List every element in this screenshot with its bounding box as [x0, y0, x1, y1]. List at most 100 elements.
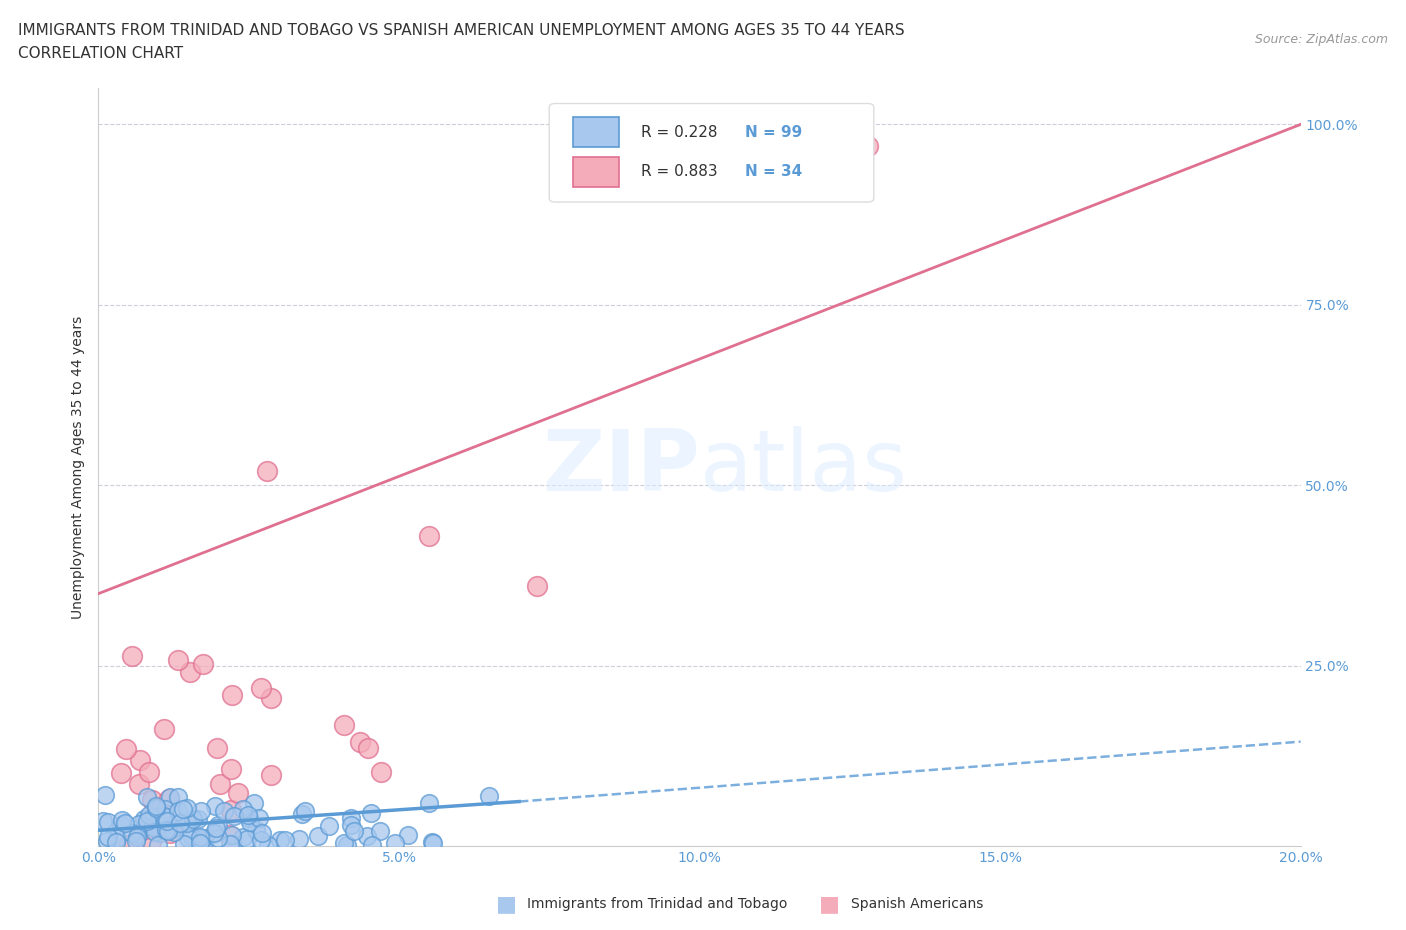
Point	[242, 795, 264, 810]
Point	[128, 777, 150, 791]
Point	[420, 834, 443, 849]
Point	[179, 665, 201, 680]
Point	[222, 809, 245, 824]
Point	[257, 838, 280, 853]
Point	[349, 735, 371, 750]
Point	[259, 768, 281, 783]
Point	[232, 829, 254, 844]
Text: ■: ■	[820, 894, 839, 914]
Point	[138, 807, 160, 822]
Point	[370, 764, 392, 779]
Point	[274, 833, 297, 848]
Point	[360, 805, 382, 820]
Point	[207, 817, 229, 832]
Point	[307, 829, 329, 844]
Point	[205, 741, 228, 756]
Point	[418, 795, 440, 810]
Point	[157, 822, 180, 837]
Text: Spanish Americans: Spanish Americans	[851, 897, 983, 911]
FancyBboxPatch shape	[550, 103, 873, 202]
Point	[97, 830, 120, 844]
Point	[250, 826, 273, 841]
Point	[207, 830, 229, 845]
Point	[134, 818, 156, 833]
Point	[339, 810, 361, 825]
Point	[145, 801, 167, 816]
Point	[156, 823, 179, 838]
Point	[162, 820, 184, 835]
Point	[361, 838, 384, 853]
Point	[214, 804, 236, 818]
Point	[204, 799, 226, 814]
Point	[396, 828, 419, 843]
Point	[139, 834, 162, 849]
Point	[188, 835, 211, 850]
Point	[152, 808, 174, 823]
Point	[205, 820, 228, 835]
Point	[163, 825, 186, 840]
Y-axis label: Unemployment Among Ages 35 to 44 years: Unemployment Among Ages 35 to 44 years	[72, 315, 86, 619]
Point	[93, 788, 115, 803]
Point	[526, 579, 548, 594]
Text: atlas: atlas	[700, 426, 907, 509]
Point	[153, 722, 176, 737]
Point	[146, 838, 169, 853]
Point	[115, 741, 138, 756]
Text: Source: ZipAtlas.com: Source: ZipAtlas.com	[1254, 33, 1388, 46]
Point	[384, 836, 406, 851]
Text: N = 34: N = 34	[745, 165, 803, 179]
Point	[249, 811, 271, 826]
Point	[127, 827, 149, 842]
Point	[114, 816, 136, 830]
Text: IMMIGRANTS FROM TRINIDAD AND TOBAGO VS SPANISH AMERICAN UNEMPLOYMENT AMONG AGES : IMMIGRANTS FROM TRINIDAD AND TOBAGO VS S…	[18, 23, 905, 38]
Point	[167, 652, 190, 667]
Point	[110, 766, 132, 781]
Point	[159, 790, 181, 804]
Point	[143, 824, 166, 839]
Point	[250, 832, 273, 847]
Point	[235, 832, 257, 847]
Point	[145, 799, 167, 814]
Point	[232, 801, 254, 816]
Point	[343, 823, 366, 838]
Point	[332, 718, 354, 733]
Point	[111, 812, 134, 827]
Point	[187, 812, 209, 827]
Point	[177, 830, 200, 845]
Point	[125, 833, 148, 848]
Point	[219, 762, 242, 777]
Point	[167, 790, 190, 804]
Point	[121, 826, 143, 841]
Point	[172, 802, 194, 817]
Point	[336, 837, 359, 852]
Point	[190, 804, 212, 818]
Point	[135, 790, 157, 804]
Text: CORRELATION CHART: CORRELATION CHART	[18, 46, 183, 61]
Point	[219, 803, 242, 817]
Point	[340, 817, 363, 832]
Point	[156, 814, 179, 829]
Point	[134, 821, 156, 836]
Point	[249, 681, 271, 696]
Point	[173, 836, 195, 851]
Point	[191, 834, 214, 849]
Point	[128, 817, 150, 832]
Point	[181, 812, 204, 827]
Point	[110, 818, 132, 833]
Point	[155, 822, 177, 837]
Point	[194, 832, 217, 847]
Point	[418, 528, 440, 543]
Point	[256, 463, 278, 478]
Point	[159, 826, 181, 841]
Text: ■: ■	[496, 894, 516, 914]
Point	[236, 807, 259, 822]
Text: R = 0.228: R = 0.228	[641, 125, 717, 140]
Text: Immigrants from Trinidad and Tobago: Immigrants from Trinidad and Tobago	[527, 897, 787, 911]
Point	[221, 828, 243, 843]
Point	[291, 806, 314, 821]
Point	[478, 789, 501, 804]
Point	[318, 818, 340, 833]
Point	[157, 791, 180, 806]
Point	[260, 691, 283, 706]
Point	[856, 139, 879, 153]
